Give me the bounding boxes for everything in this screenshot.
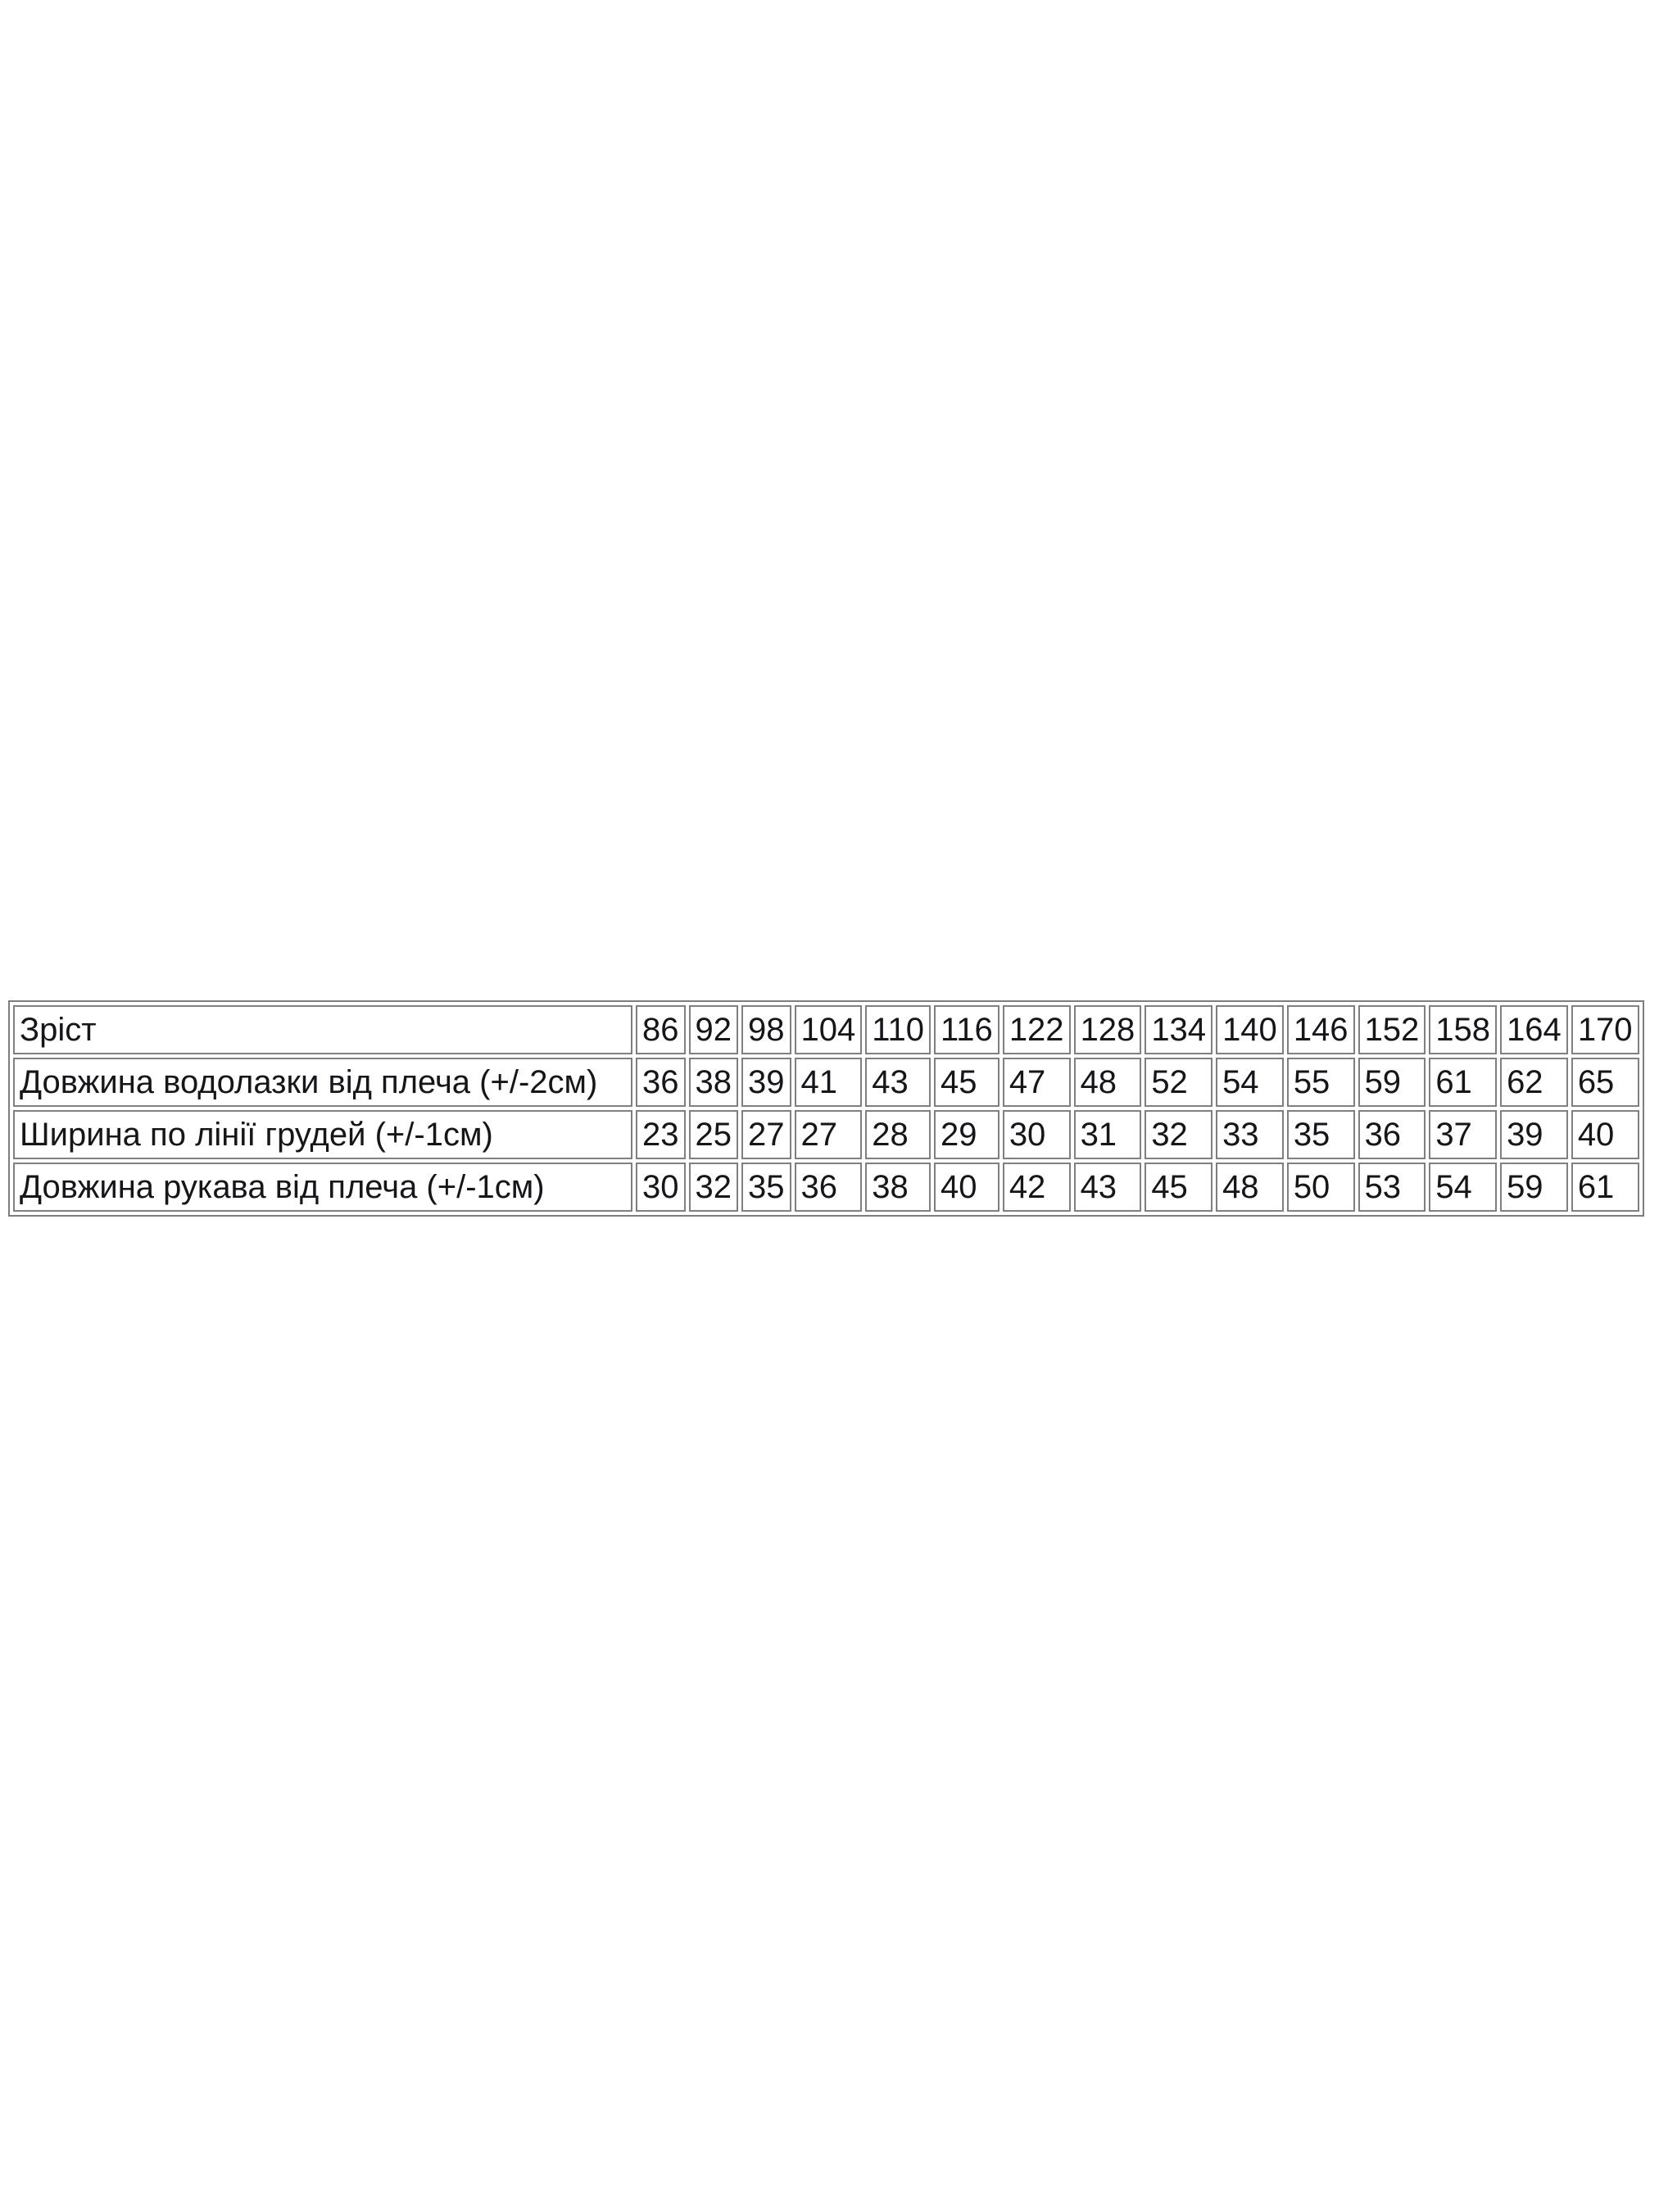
table-header-row: Зріст 86 92 98 104 110 116 122 128 134 140 146 152 15… <box>13 1005 1639 1054</box>
value-cell: 25 <box>688 1110 738 1159</box>
header-height-cell: 116 <box>934 1005 999 1054</box>
value-cell: 27 <box>741 1110 791 1159</box>
table-row: Ширина по лінії грудей (+/-1см) 23 25 27 27 2… <box>13 1110 1639 1159</box>
value-cell: 36 <box>1358 1110 1426 1159</box>
value-cell: 65 <box>1571 1058 1639 1107</box>
header-height-cell: 158 <box>1429 1005 1498 1054</box>
header-height-cell: 152 <box>1358 1005 1426 1054</box>
value-cell: 48 <box>1216 1163 1284 1212</box>
value-cell: 41 <box>794 1058 863 1107</box>
row-label-cell: Довжина рукава від плеча (+/-1см) <box>13 1163 632 1212</box>
value-cell: 59 <box>1500 1163 1568 1212</box>
header-height-cell: 110 <box>865 1005 931 1054</box>
header-height-cell: 92 <box>688 1005 738 1054</box>
header-height-cell: 134 <box>1145 1005 1213 1054</box>
row-label-cell: Ширина по лінії грудей (+/-1см) <box>13 1110 632 1159</box>
value-cell: 30 <box>636 1163 686 1212</box>
header-height-cell: 122 <box>1002 1005 1071 1054</box>
header-height-cell: 170 <box>1571 1005 1639 1054</box>
value-cell: 29 <box>934 1110 999 1159</box>
value-cell: 47 <box>1002 1058 1071 1107</box>
header-height-cell: 164 <box>1500 1005 1568 1054</box>
value-cell: 43 <box>1073 1163 1142 1212</box>
value-cell: 36 <box>636 1058 686 1107</box>
row-label-cell: Довжина водолазки від плеча (+/-2см) <box>13 1058 632 1107</box>
value-cell: 54 <box>1429 1163 1498 1212</box>
value-cell: 31 <box>1073 1110 1142 1159</box>
value-cell: 61 <box>1429 1058 1498 1107</box>
value-cell: 52 <box>1145 1058 1213 1107</box>
value-cell: 33 <box>1216 1110 1284 1159</box>
value-cell: 45 <box>1145 1163 1213 1212</box>
header-height-cell: 146 <box>1286 1005 1355 1054</box>
value-cell: 36 <box>794 1163 863 1212</box>
value-cell: 54 <box>1216 1058 1284 1107</box>
value-cell: 23 <box>636 1110 686 1159</box>
header-height-cell: 104 <box>794 1005 863 1054</box>
value-cell: 39 <box>741 1058 791 1107</box>
value-cell: 27 <box>794 1110 863 1159</box>
value-cell: 38 <box>688 1058 738 1107</box>
value-cell: 62 <box>1500 1058 1568 1107</box>
value-cell: 50 <box>1286 1163 1355 1212</box>
value-cell: 40 <box>934 1163 999 1212</box>
header-height-cell: 128 <box>1073 1005 1142 1054</box>
value-cell: 30 <box>1002 1110 1071 1159</box>
value-cell: 59 <box>1358 1058 1426 1107</box>
header-height-cell: 86 <box>636 1005 686 1054</box>
table-row: Довжина рукава від плеча (+/-1см) 30 32 35 3… <box>13 1163 1639 1212</box>
value-cell: 38 <box>865 1163 931 1212</box>
value-cell: 39 <box>1500 1110 1568 1159</box>
value-cell: 35 <box>1286 1110 1355 1159</box>
size-chart-table: Зріст 86 92 98 104 110 116 122 128 134 140 146 152 15… <box>8 1000 1644 1217</box>
value-cell: 32 <box>688 1163 738 1212</box>
value-cell: 45 <box>934 1058 999 1107</box>
value-cell: 32 <box>1145 1110 1213 1159</box>
header-height-cell: 140 <box>1216 1005 1284 1054</box>
value-cell: 37 <box>1429 1110 1498 1159</box>
value-cell: 48 <box>1073 1058 1142 1107</box>
table-row: Довжина водолазки від плеча (+/-2см) 36 38… <box>13 1058 1639 1107</box>
header-label-cell: Зріст <box>13 1005 632 1054</box>
value-cell: 42 <box>1002 1163 1071 1212</box>
value-cell: 55 <box>1286 1058 1355 1107</box>
value-cell: 61 <box>1571 1163 1639 1212</box>
value-cell: 35 <box>741 1163 791 1212</box>
header-height-cell: 98 <box>741 1005 791 1054</box>
value-cell: 43 <box>865 1058 931 1107</box>
value-cell: 40 <box>1571 1110 1639 1159</box>
value-cell: 28 <box>865 1110 931 1159</box>
value-cell: 53 <box>1358 1163 1426 1212</box>
